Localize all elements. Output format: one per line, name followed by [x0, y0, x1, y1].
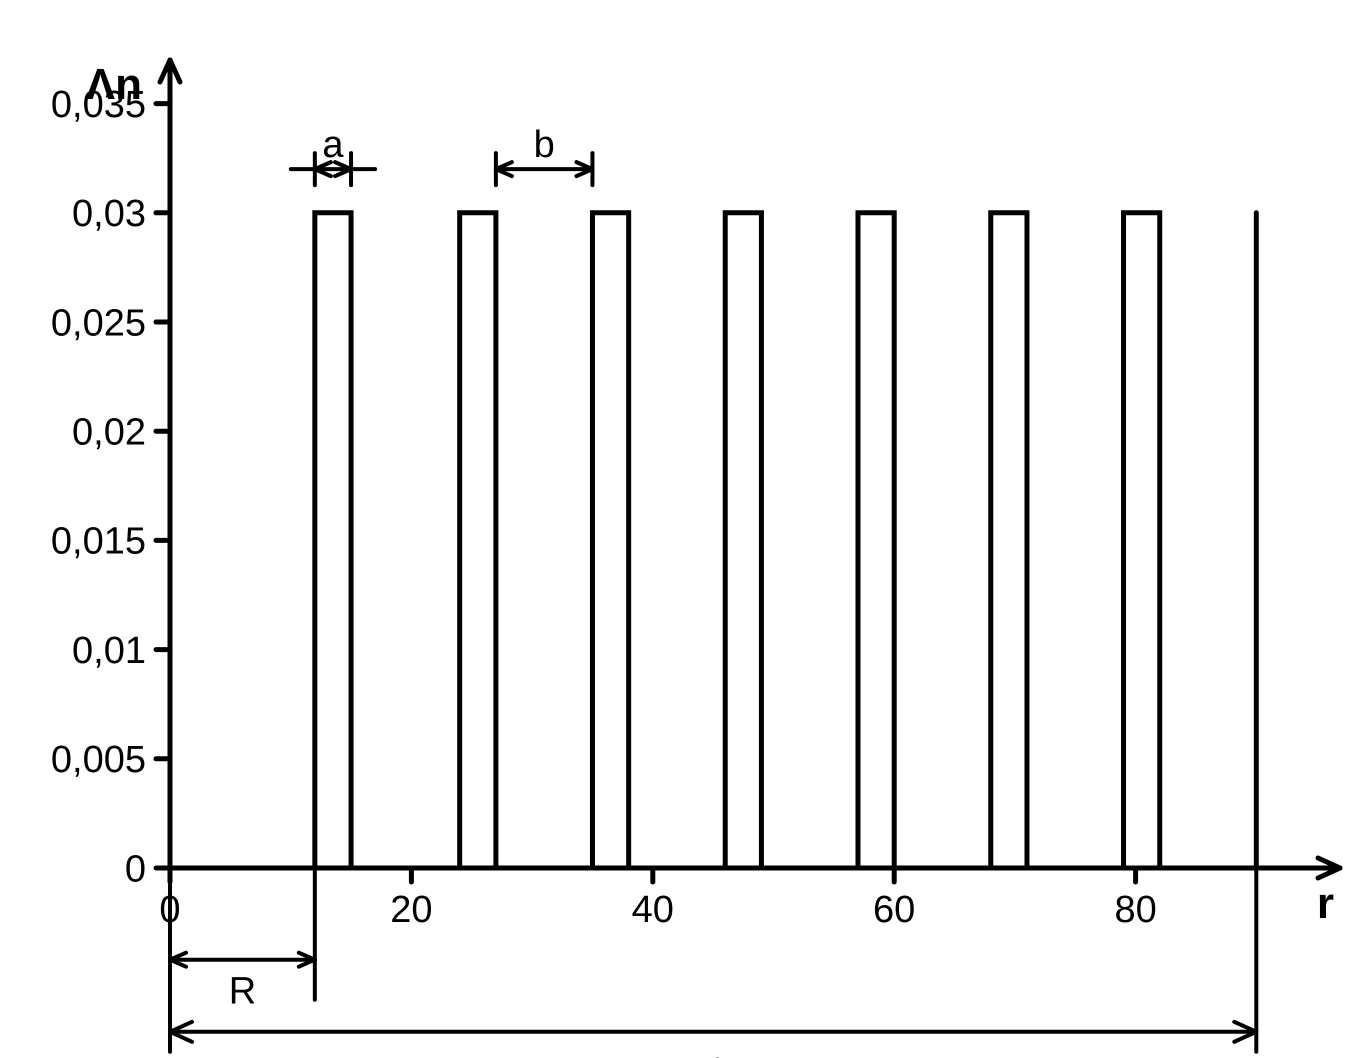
dim-R-label: R — [229, 971, 256, 1013]
pulse — [592, 213, 628, 868]
pulse — [991, 213, 1027, 868]
y-tick-label: 0,005 — [51, 739, 146, 781]
x-tick-label: 80 — [1114, 889, 1156, 931]
dim-r-label: r — [707, 1045, 720, 1058]
pulse — [315, 213, 351, 868]
pulse — [858, 213, 894, 868]
y-tick-label: 0,03 — [72, 193, 146, 235]
x-axis-label: r — [1317, 879, 1334, 928]
x-tick-label: 60 — [873, 889, 915, 931]
y-tick-label: 0,035 — [51, 84, 146, 126]
dim-a-label: a — [322, 124, 344, 166]
pulse — [1124, 213, 1160, 868]
y-tick-label: 0,015 — [51, 521, 146, 563]
dim-b-label: b — [534, 124, 555, 166]
y-tick-label: 0,01 — [72, 630, 146, 672]
y-tick-label: 0,025 — [51, 302, 146, 344]
chart-svg: rΛn02040608000,0050,010,0150,020,0250,03… — [0, 0, 1368, 1058]
x-tick-label: 40 — [632, 889, 674, 931]
y-tick-label: 0,02 — [72, 412, 146, 454]
chart-stage: rΛn02040608000,0050,010,0150,020,0250,03… — [0, 0, 1368, 1058]
pulse — [460, 213, 496, 868]
pulse — [725, 213, 761, 868]
y-tick-label: 0 — [125, 848, 146, 890]
x-tick-label: 20 — [390, 889, 432, 931]
